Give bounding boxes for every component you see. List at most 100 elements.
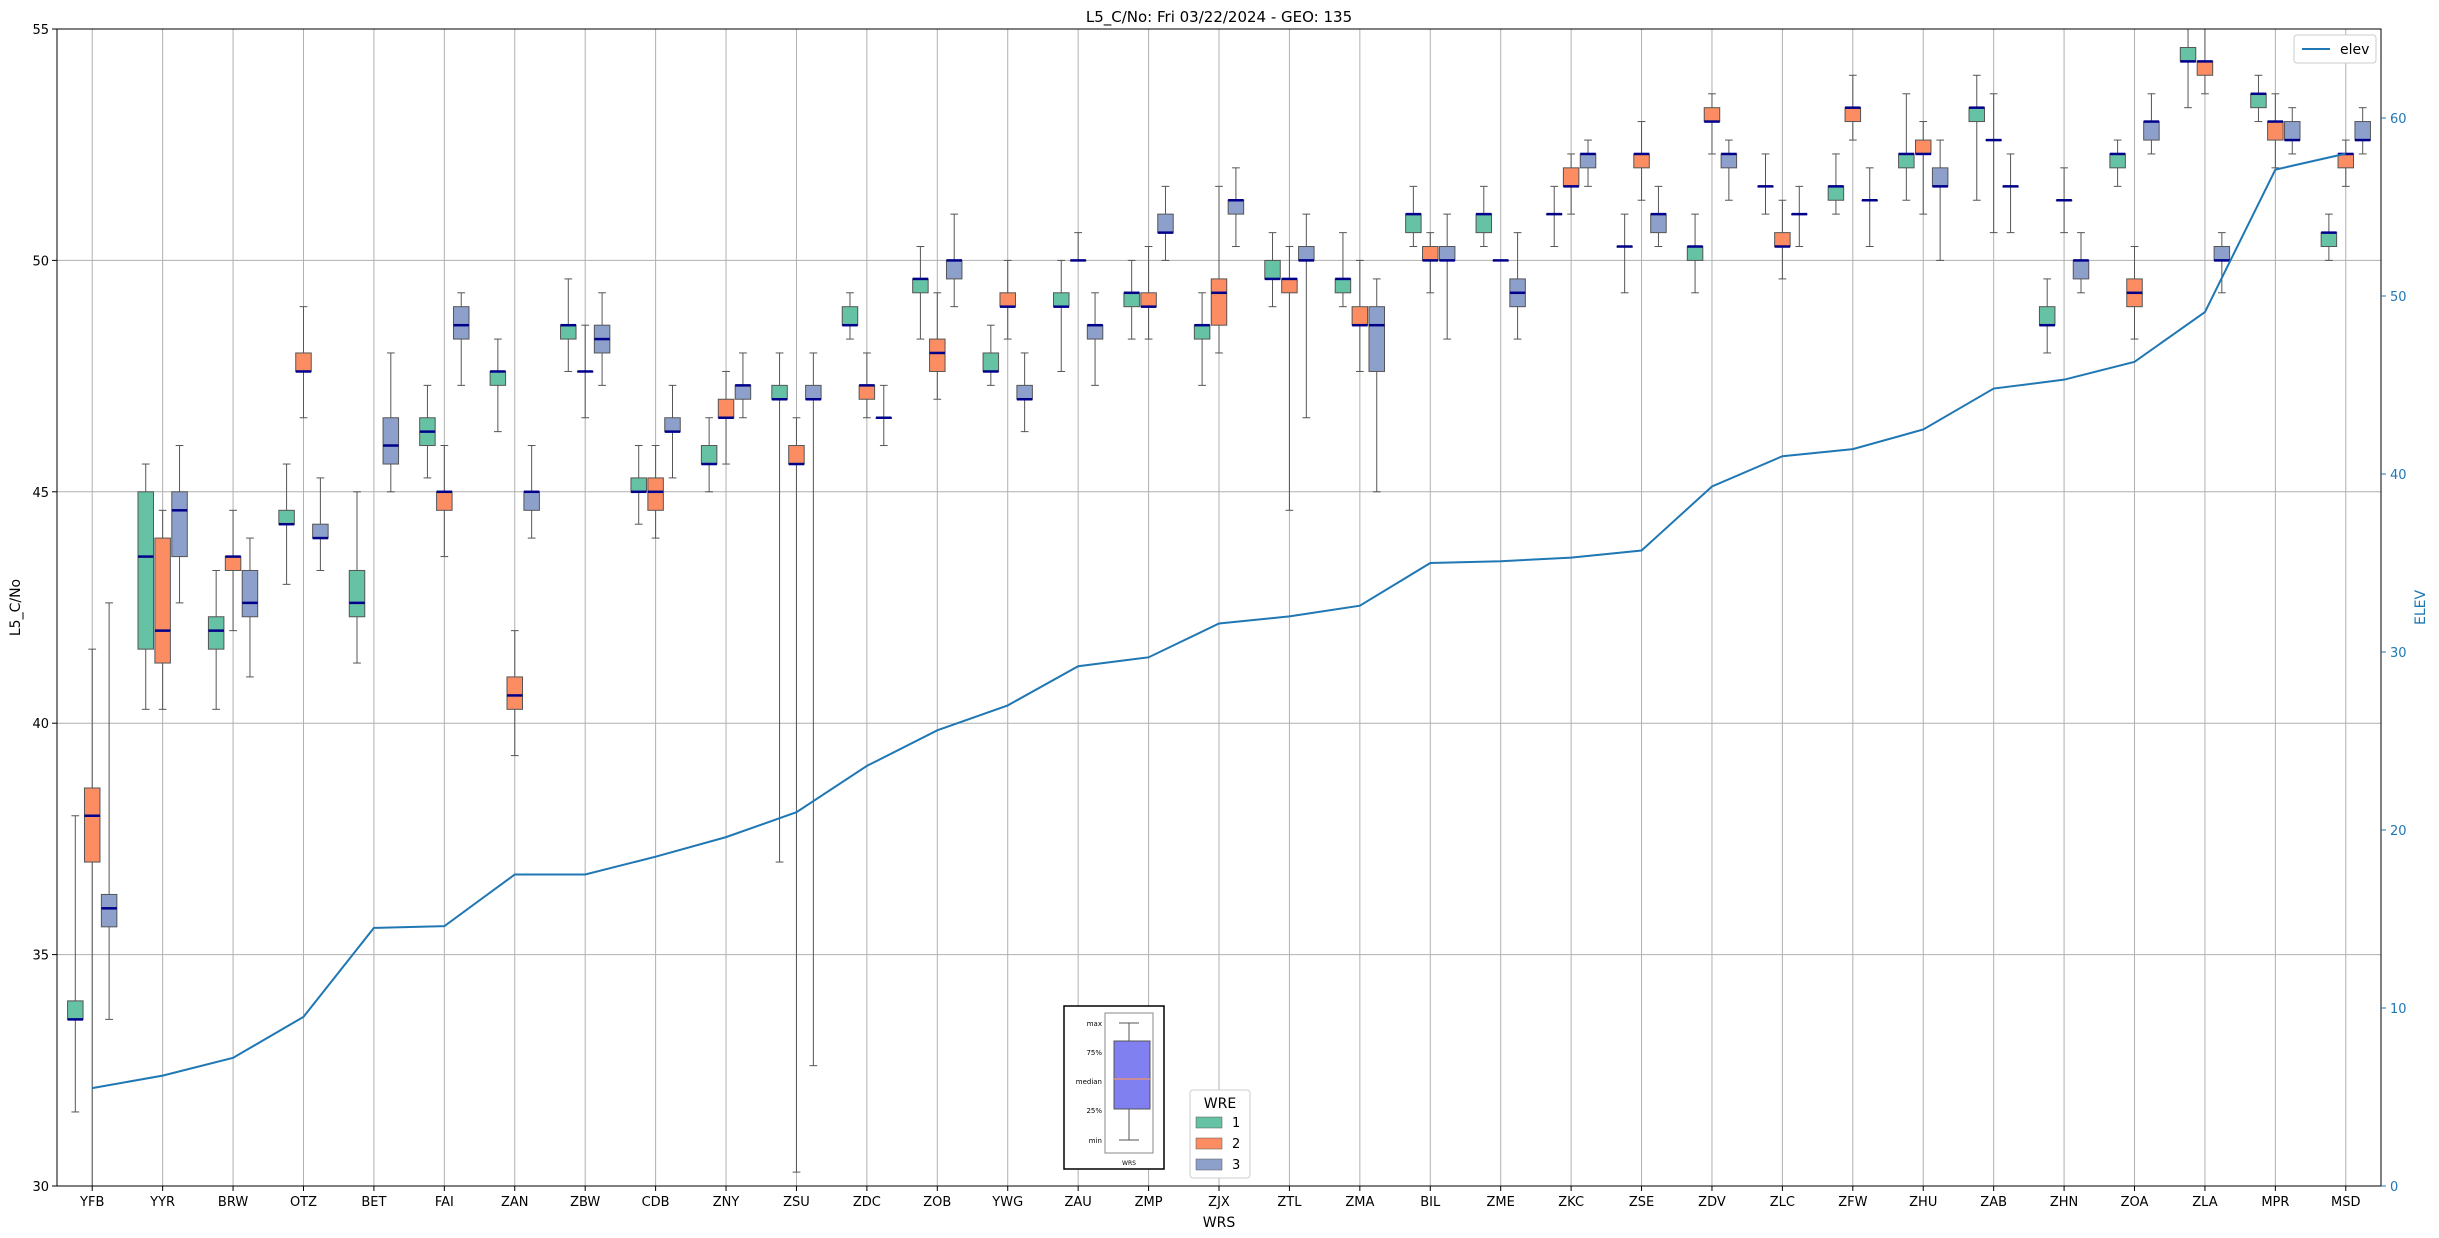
x-axis-label: WRS <box>1203 1215 1236 1231</box>
box-wre1-zob <box>912 246 929 340</box>
y2-tick-label: 40 <box>2390 468 2407 483</box>
box-wre2-bil <box>1422 232 1439 294</box>
box-body <box>805 384 822 400</box>
x-tick-label: ZJX <box>1208 1195 1230 1210</box>
x-tick-label: ZSU <box>783 1195 810 1210</box>
box-wre3-zsu <box>805 352 822 1067</box>
box-explainer-inset: max 75% median 25% min WRS <box>1063 1005 1165 1170</box>
box-body <box>2284 121 2301 141</box>
box-body <box>1774 232 1791 248</box>
box-wre1-zkc <box>1545 185 1563 248</box>
box-body <box>2109 153 2126 169</box>
x-tick-label: YWG <box>991 1195 1023 1210</box>
box-body <box>1016 384 1033 400</box>
box-body <box>1086 324 1104 340</box>
box-body <box>2250 93 2267 109</box>
box-body <box>1898 153 1915 169</box>
elev-legend-label: elev <box>2340 42 2369 58</box>
box-body <box>523 491 540 511</box>
x-tick-label: ZNY <box>713 1195 740 1210</box>
box-body <box>1968 107 1986 123</box>
box-wre3-yyr <box>171 445 188 604</box>
boxes-layer <box>67 28 2371 1187</box>
box-wre2-yfb <box>83 648 101 1187</box>
inset-label: 25% <box>1086 1107 1102 1115</box>
box-wre1-yfb <box>67 815 84 1113</box>
box-wre3-zoa <box>2143 93 2160 155</box>
x-tick-label: BIL <box>1420 1195 1441 1210</box>
box-body <box>1334 278 1352 294</box>
box-body <box>1123 292 1140 308</box>
box-wre3-ztl <box>1298 213 1315 419</box>
box-body <box>382 417 400 465</box>
box-wre2-zan <box>506 630 524 757</box>
box-body <box>154 537 171 664</box>
box-wre3-zme <box>1509 232 1526 340</box>
box-body <box>1475 213 1493 234</box>
box-body <box>295 352 312 372</box>
x-tick-label: MPR <box>2261 1195 2289 1210</box>
x-tick-label: CDB <box>642 1195 670 1210</box>
y-axis-label: L5_C/No <box>8 579 24 636</box>
y2-tick-label: 10 <box>2390 1002 2407 1017</box>
box-wre3-zab <box>2002 153 2019 234</box>
box-wre3-otz <box>312 477 329 571</box>
x-tick-label: ZMA <box>1345 1195 1374 1210</box>
box-wre3-zlc <box>1791 185 1808 248</box>
box-wre2-zbw <box>576 324 594 419</box>
box-wre3-zla <box>2213 232 2231 294</box>
wre-legend-label-2: 2 <box>1232 1137 1240 1152</box>
box-body <box>2179 47 2197 62</box>
elev-line <box>92 152 2347 1090</box>
y-tick-label: 35 <box>32 949 49 964</box>
box-body <box>1264 259 1281 280</box>
wre-legend-title: WRE <box>1204 1096 1236 1112</box>
x-tick-label: FAI <box>435 1195 454 1210</box>
box-wre1-yyr <box>137 463 154 710</box>
x-tick-label: YYR <box>149 1195 175 1210</box>
box-body <box>1562 167 1580 187</box>
box-wre3-zau <box>1086 292 1104 386</box>
wre-legend: WRE 1 2 3 <box>1189 1089 1251 1179</box>
y2-tick-label: 30 <box>2390 646 2407 661</box>
box-wre2-zdv <box>1703 93 1721 155</box>
box-wre2-zhn <box>2055 167 2073 234</box>
box-body <box>506 676 524 710</box>
x-tick-label: ZHN <box>2050 1195 2078 1210</box>
x-tick-label: BRW <box>218 1195 248 1210</box>
box-wre3-zkc <box>1579 139 1597 187</box>
box-body <box>2354 121 2371 141</box>
box-body <box>771 384 788 400</box>
box-wre2-zma <box>1351 259 1369 372</box>
box-body <box>67 1000 84 1020</box>
box-body <box>83 787 101 863</box>
box-wre3-yfb <box>100 602 118 1020</box>
box-wre2-zdc <box>858 352 876 419</box>
box-wre3-zdv <box>1720 139 1738 201</box>
x-tick-label: ZLA <box>2192 1195 2217 1210</box>
box-wre3-zfw <box>1861 167 1878 248</box>
x-tick-label: ZAN <box>501 1195 529 1210</box>
box-wre2-zfw <box>1844 74 1862 141</box>
box-body <box>1405 213 1422 234</box>
box-body <box>1720 153 1738 169</box>
box-wre2-zla <box>2196 28 2214 95</box>
box-wre3-bet <box>382 352 400 493</box>
x-tick-label: MSD <box>2331 1195 2360 1210</box>
box-wre3-zmp <box>1157 185 1174 261</box>
box-body <box>224 556 242 571</box>
y-tick-label: 55 <box>32 23 49 38</box>
box-body <box>2337 153 2355 169</box>
box-wre2-zob <box>929 292 946 400</box>
wre-legend-label-1: 1 <box>1232 1116 1240 1131</box>
box-wre1-brw <box>207 569 225 710</box>
box-wre1-zdv <box>1686 213 1704 294</box>
box-body <box>734 384 752 400</box>
box-wre3-zob <box>945 213 963 308</box>
y2-tick-label: 0 <box>2390 1180 2398 1195</box>
box-wre1-zsu <box>771 352 788 863</box>
box-body <box>1686 246 1704 261</box>
box-body <box>312 523 329 539</box>
inset-label: 75% <box>1086 1049 1102 1057</box>
box-body <box>2267 121 2284 141</box>
